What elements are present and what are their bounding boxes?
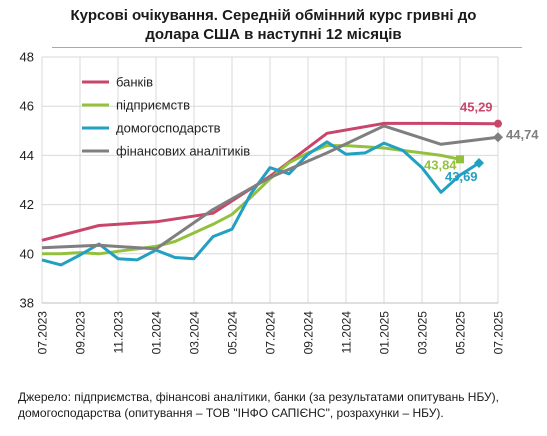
y-tick-label: 42 bbox=[20, 197, 34, 212]
x-tick-label: 03.2024 bbox=[188, 311, 202, 355]
x-tick-label: 07.2025 bbox=[492, 311, 506, 355]
legend-label-3: фінансових аналітиків bbox=[116, 144, 250, 159]
y-tick-label: 40 bbox=[20, 246, 34, 261]
source-line-1: Джерело: підприємства, фінансові аналіти… bbox=[18, 390, 500, 404]
x-tick-label: 11.2023 bbox=[112, 311, 126, 354]
x-tick-label: 05.2024 bbox=[226, 311, 240, 355]
x-axis: 07.2023 09.2023 11.2023 01.2024 03.2024 05.20… bbox=[36, 311, 506, 355]
x-tick-label: 03.2025 bbox=[416, 311, 430, 355]
source-note: Джерело: підприємства, фінансові аналіти… bbox=[18, 389, 543, 421]
chart-title-line-1: Курсові очікування. Середній обмінний ку… bbox=[70, 7, 477, 24]
series-lines bbox=[41, 119, 503, 267]
series-end-marker-2 bbox=[474, 158, 484, 169]
legend: банків підприємств домогосподарств фінансов… bbox=[82, 75, 250, 159]
y-tick-label: 38 bbox=[20, 296, 34, 311]
y-tick-label: 44 bbox=[20, 148, 34, 163]
x-tick-label: 07.2024 bbox=[264, 311, 278, 355]
legend-label-1: підприємств bbox=[116, 98, 190, 113]
chart-title-line-2: долара США в наступні 12 місяців bbox=[145, 26, 402, 43]
legend-label-2: домогосподарств bbox=[116, 121, 221, 136]
x-tick-label: 05.2025 bbox=[454, 311, 468, 355]
y-tick-label: 48 bbox=[20, 50, 34, 65]
x-tick-label: 11.2024 bbox=[340, 311, 354, 354]
series-end-marker-0 bbox=[494, 119, 502, 128]
title-divider bbox=[52, 47, 522, 48]
series-end-marker-1 bbox=[456, 155, 464, 164]
grid bbox=[41, 56, 499, 304]
x-tick-label: 01.2024 bbox=[150, 311, 164, 355]
chart-title: Курсові очікування. Середній обмінний ку… bbox=[0, 6, 547, 44]
series-end-label-2: 43,69 bbox=[445, 169, 478, 184]
series-end-label-1: 43,84 bbox=[424, 157, 457, 172]
series-line-2 bbox=[41, 140, 480, 267]
y-tick-label: 46 bbox=[20, 99, 34, 114]
series-end-label-3: 44,74 bbox=[506, 127, 539, 142]
x-tick-label: 09.2023 bbox=[74, 311, 88, 355]
series-line-3 bbox=[41, 124, 499, 251]
series-end-label-0: 45,29 bbox=[460, 100, 493, 115]
y-axis: 38 40 42 44 46 48 bbox=[20, 50, 34, 311]
series-line-1 bbox=[42, 144, 461, 256]
x-tick-label: 07.2023 bbox=[36, 311, 50, 355]
legend-label-0: банків bbox=[116, 75, 153, 90]
x-tick-label: 09.2024 bbox=[302, 311, 316, 355]
series-end-marker-3 bbox=[493, 132, 503, 143]
x-tick-label: 01.2025 bbox=[378, 311, 392, 355]
source-line-2: домогосподарства (опитування – ТОВ "ІНФО… bbox=[18, 406, 444, 420]
